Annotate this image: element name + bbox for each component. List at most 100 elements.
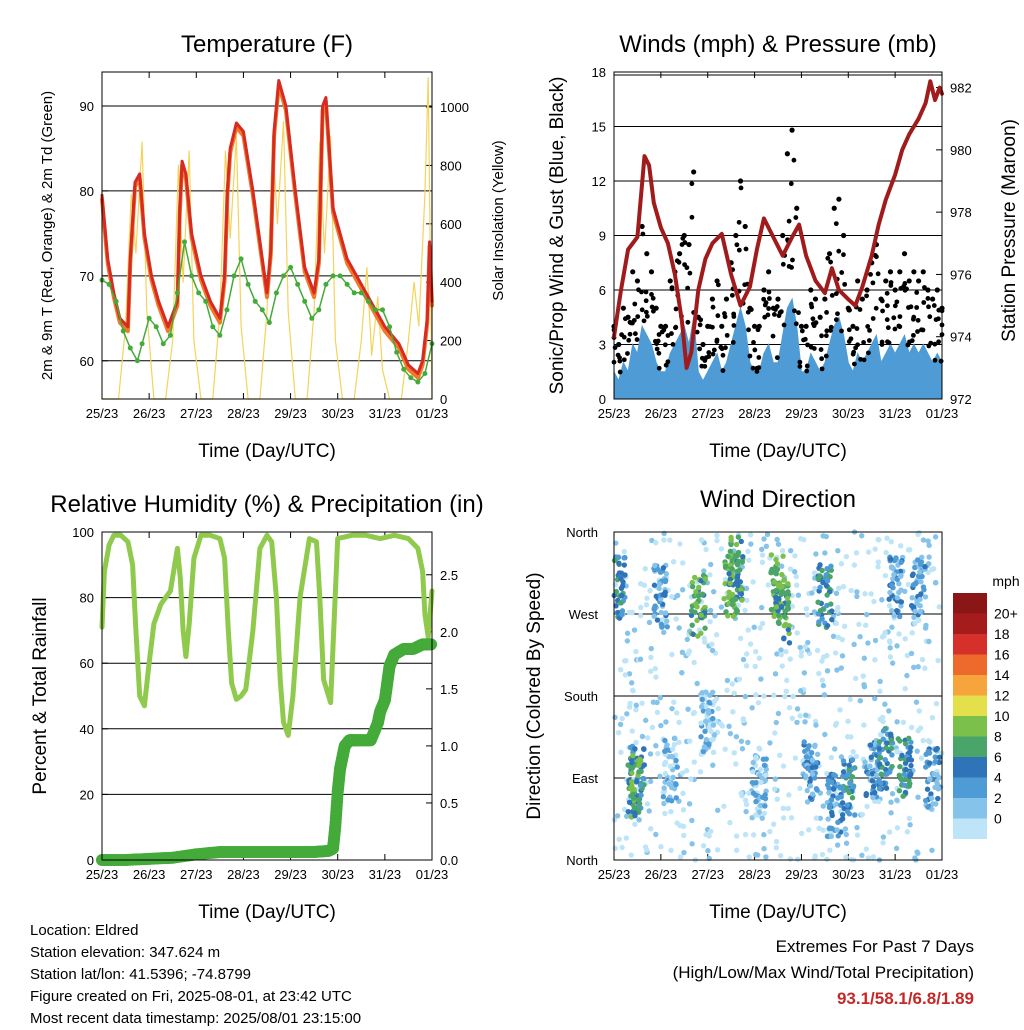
- gust-point: [797, 364, 803, 369]
- legend-swatch: [953, 675, 987, 696]
- dir-cluster-point: [801, 739, 807, 745]
- dir-cluster-point: [673, 795, 679, 801]
- rh-y2tick-label: 0.0: [440, 853, 458, 868]
- temp-xtick-label: 29/23: [274, 406, 307, 421]
- dir-cluster-point: [630, 795, 637, 801]
- dir-point: [925, 569, 931, 576]
- gust-point: [870, 316, 876, 321]
- dir-point: [889, 791, 896, 797]
- legend-swatch: [953, 818, 987, 839]
- dir-cluster-point: [698, 612, 704, 618]
- gust-peak-point: [620, 305, 626, 311]
- dir-point: [916, 617, 922, 623]
- dir-point: [774, 796, 780, 802]
- dir-point: [680, 807, 687, 813]
- gust-point: [926, 304, 931, 310]
- dir-point: [617, 666, 624, 673]
- dir-cluster-point: [771, 569, 778, 576]
- dir-cluster-point: [825, 777, 832, 784]
- dir-point: [618, 749, 624, 755]
- gust-point: [885, 325, 891, 331]
- dir-point: [889, 624, 895, 630]
- dir-point: [686, 648, 693, 654]
- gust-peak-point: [648, 269, 655, 275]
- gust-point: [833, 317, 839, 323]
- dir-cluster-point: [618, 585, 625, 592]
- dir-cluster-point: [628, 779, 635, 785]
- wind-ytick-label: 6: [599, 283, 606, 298]
- dir-point: [900, 719, 907, 726]
- gust-point: [921, 300, 927, 305]
- dir-point: [698, 537, 705, 543]
- dir-cluster-point: [630, 752, 636, 759]
- dir-point: [724, 677, 731, 684]
- dir-cluster-point: [915, 573, 922, 579]
- dir-point: [753, 692, 759, 698]
- dir-point: [833, 590, 840, 597]
- rh-ytick-label: 60: [80, 656, 94, 671]
- dir-cluster-point: [776, 612, 782, 619]
- gust-point: [711, 347, 717, 353]
- dir-point: [694, 680, 700, 687]
- dir-point: [820, 827, 826, 833]
- dir-point: [813, 815, 819, 821]
- dir-point: [767, 740, 773, 746]
- wind-plot-frame: [613, 71, 943, 400]
- dir-point: [798, 653, 804, 659]
- wind-ytick-label: 3: [599, 338, 606, 353]
- gust-point: [823, 353, 829, 359]
- gust-point: [875, 271, 881, 277]
- dir-point: [671, 699, 677, 705]
- dir-cluster-point: [933, 747, 939, 753]
- dir-cluster-point: [807, 783, 814, 789]
- gust-point: [864, 293, 869, 299]
- dir-cluster-point: [917, 596, 923, 603]
- gust-point: [925, 296, 931, 301]
- dir-point: [911, 664, 917, 670]
- dir-point: [740, 716, 747, 722]
- dir-cluster-point: [844, 802, 851, 808]
- dir-point: [733, 833, 740, 839]
- legend-swatch: [953, 593, 987, 614]
- dir-point: [637, 656, 644, 662]
- dir-cluster-point: [834, 827, 840, 833]
- dir-point: [816, 825, 822, 832]
- dir-cluster-point: [876, 750, 882, 756]
- dir-point: [714, 532, 720, 539]
- rh-xtick-label: 01/23: [416, 867, 449, 882]
- dir-point: [783, 688, 790, 695]
- dir-point: [803, 712, 809, 718]
- dir-point: [755, 700, 762, 706]
- dir-point: [819, 658, 825, 664]
- dir-cluster-point: [618, 600, 624, 606]
- dir-point: [772, 730, 778, 736]
- gust-point: [694, 329, 700, 335]
- dir-point: [752, 663, 758, 670]
- dir-point: [806, 827, 812, 833]
- dir-cluster-point: [891, 613, 897, 619]
- wind-ytick-label: 0: [599, 392, 606, 407]
- dir-point: [859, 811, 866, 818]
- dir-point: [719, 723, 726, 729]
- gust-peak-point: [766, 269, 772, 275]
- dir-point: [812, 585, 818, 592]
- gust-peak-point: [934, 287, 940, 293]
- gust-point: [650, 295, 656, 301]
- dir-cluster-point: [773, 594, 779, 601]
- dir-point: [759, 620, 766, 627]
- dir-cluster-point: [752, 812, 759, 818]
- dir-point: [853, 550, 860, 556]
- gust-peak-point: [625, 314, 631, 320]
- dir-cluster-point: [734, 609, 740, 616]
- dir-point: [721, 803, 727, 809]
- dir-cluster-point: [893, 555, 899, 561]
- dir-point: [648, 826, 654, 832]
- dir-point: [713, 632, 720, 638]
- dir-cluster-point: [883, 745, 889, 751]
- dir-point: [827, 847, 833, 853]
- dir-cluster-point: [750, 769, 756, 775]
- gust-peak-point: [747, 305, 753, 311]
- legend-swatch: [953, 716, 987, 737]
- dir-point: [839, 636, 845, 643]
- wind-xtick-label: 01/23: [926, 406, 959, 421]
